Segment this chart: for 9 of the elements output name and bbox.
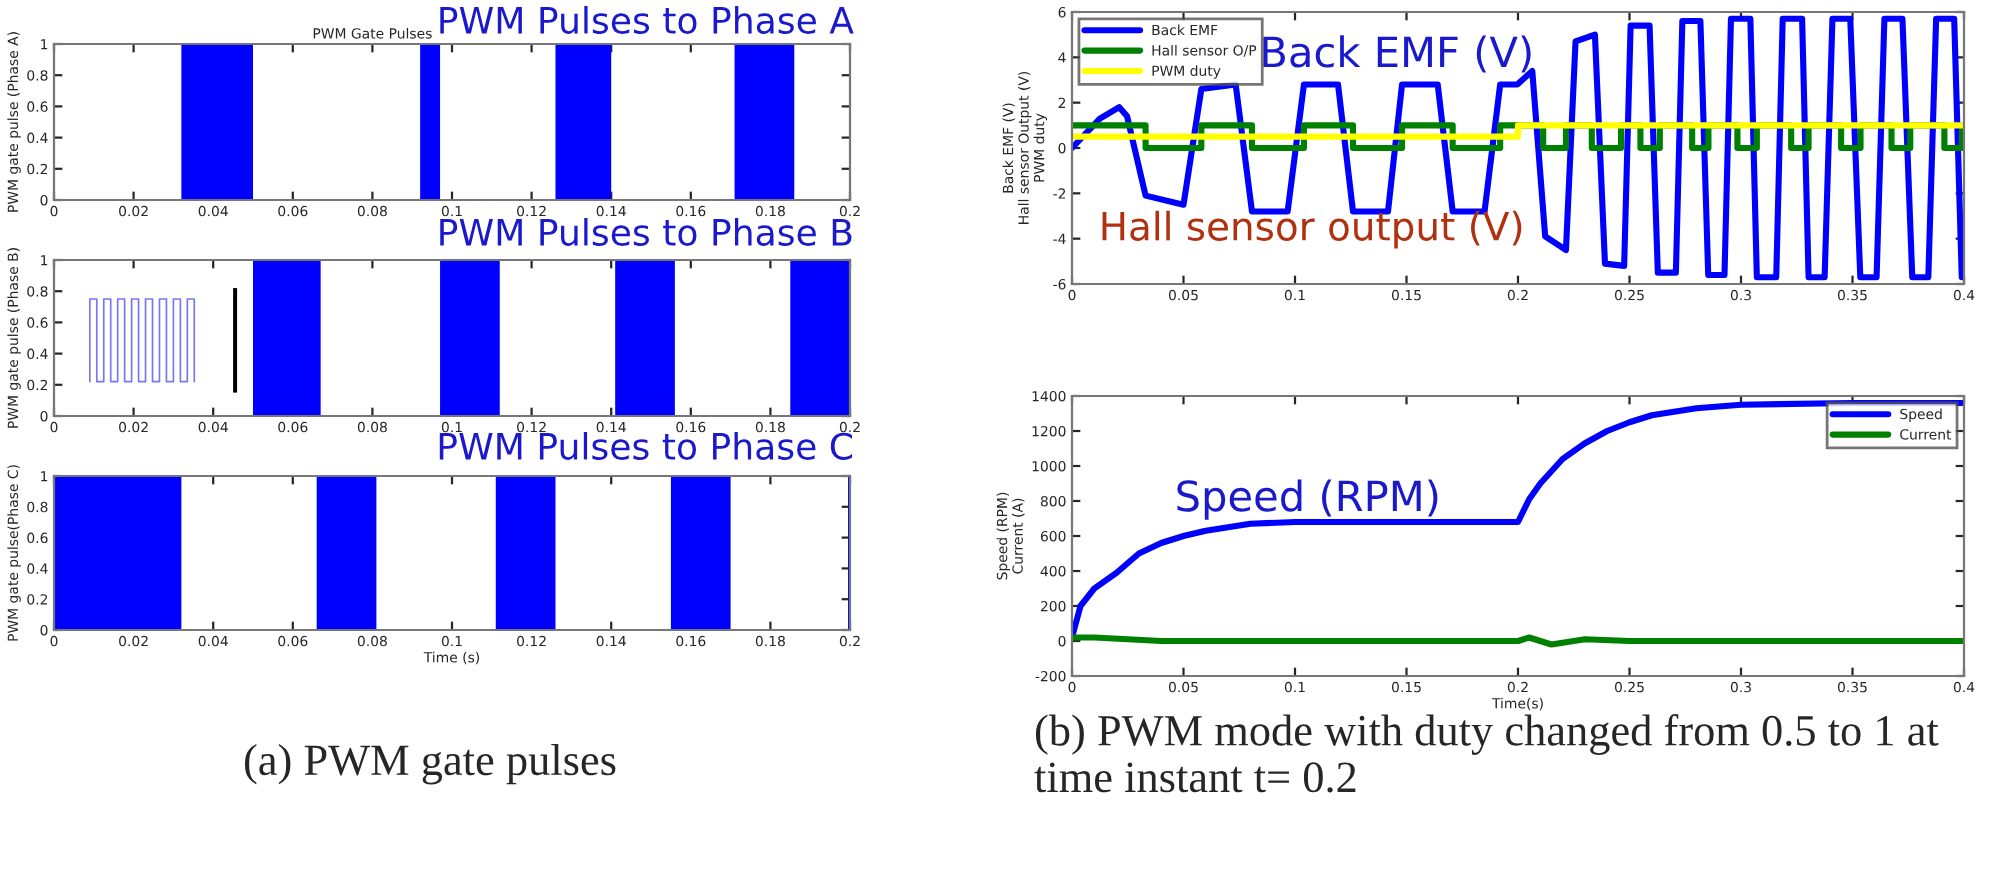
text: PWM Pulses to Phase B [440, 218, 852, 246]
text: (b) PWM mode with duty changed from 0.5 to 1 at time instant t= 0.2 [1034, 714, 1939, 793]
line-series [1072, 15, 1964, 281]
annotation: Back EMF (V) [1263, 35, 1531, 73]
annotation: Speed (RPM) [1177, 479, 1438, 520]
text: PWM Pulses to Phase C [439, 432, 853, 460]
text: PWM Pulses to Phase A [440, 6, 854, 34]
text: (a) PWM gate pulses [244, 744, 616, 785]
annotation: Hall sensor output (V) [1102, 210, 1522, 249]
